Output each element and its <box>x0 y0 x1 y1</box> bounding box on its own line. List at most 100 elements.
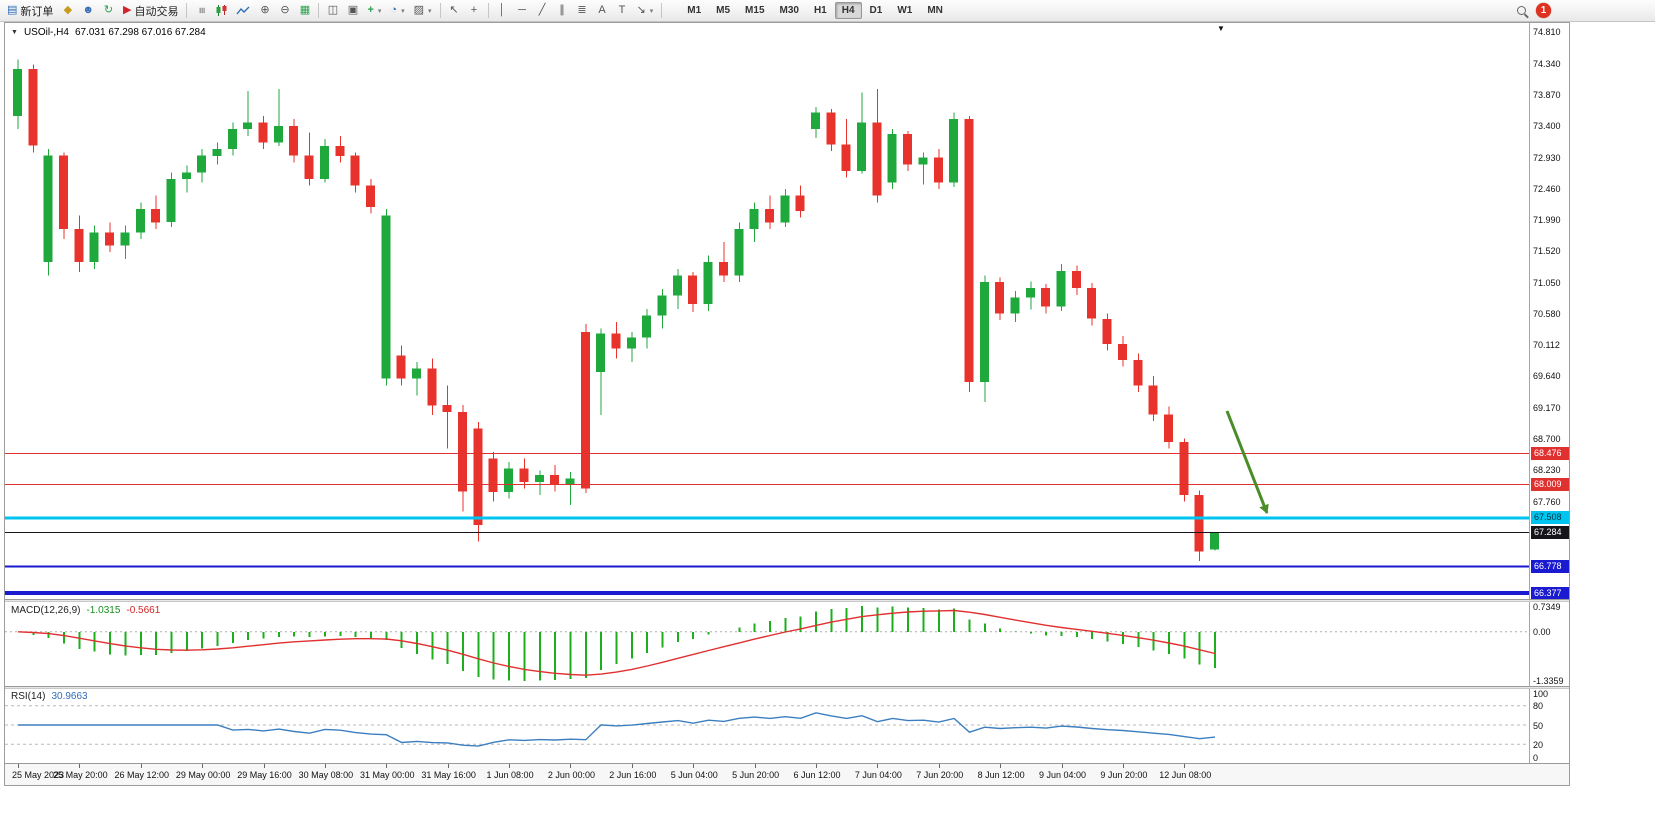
time-axis[interactable]: 25 May 2023 25 May 20:00 26 May 12:00 29 Ma… <box>5 763 1569 785</box>
template-button[interactable]: ▨ ▾ <box>410 2 436 20</box>
price-axis[interactable]: 74.810 74.340 73.870 73.400 72.930 72.460 71.9… <box>1529 23 1569 763</box>
candle-body <box>534 475 544 482</box>
timeframe-button-m5[interactable]: M5 <box>716 5 731 16</box>
grid-button[interactable]: ▦ <box>295 2 314 20</box>
candle-body <box>811 112 820 130</box>
time-label: 1 Jun 08:00 <box>486 770 534 780</box>
bar-chart-button[interactable]: ≡ <box>191 2 210 20</box>
vertical-line-icon: │ <box>498 4 506 16</box>
macd-signal-value: -0.5661 <box>126 605 161 616</box>
price-tick-label: 70.580 <box>1533 308 1561 319</box>
fibonacci-button[interactable]: ≣ <box>573 2 592 20</box>
candle-body <box>1210 532 1219 550</box>
text-button[interactable]: A <box>593 2 612 20</box>
timeframe-button-m30[interactable]: M30 <box>779 5 799 16</box>
auto-trading-button[interactable]: ▶ 自动交易 <box>119 2 182 20</box>
rsi-value: 30.9663 <box>51 691 88 702</box>
text-label-button[interactable]: T <box>613 2 632 20</box>
timeframe-button-m15[interactable]: M15 <box>745 5 765 16</box>
candle-body <box>43 155 53 263</box>
fibonacci-icon: ≣ <box>577 4 587 16</box>
horizontal-line-button[interactable]: ─ <box>513 2 532 20</box>
timeframe-button-h1[interactable]: H1 <box>813 5 827 16</box>
macd-label: MACD(12,26,9) -1.0315 -0.5661 <box>11 605 160 616</box>
candle-body <box>442 405 452 412</box>
candle-body <box>949 119 959 183</box>
main-toolbar: ▤ 新订单 ◆ ☻ ↻ ▶ 自动交易 ≡ ⊕ ⊖ ▦ ◫ ▣ + ▾ ◔ ▾ ▨ ▾ … <box>0 0 1655 22</box>
chevron-down-icon: ▾ <box>377 7 382 15</box>
channel-button[interactable]: ∥ <box>553 2 572 20</box>
time-label: 25 May 20:00 <box>53 770 108 780</box>
candle-body <box>688 275 698 305</box>
candlestick-chart-button[interactable] <box>211 2 231 20</box>
price-tick-label: 73.400 <box>1533 121 1561 132</box>
time-tick <box>202 764 204 768</box>
price-tick-label: 72.930 <box>1533 152 1561 163</box>
timeframe-button-w1[interactable]: W1 <box>897 5 913 16</box>
tile-windows-button[interactable]: ◫ <box>323 2 342 20</box>
timeframe-button-m1[interactable]: M1 <box>687 5 702 16</box>
time-tick <box>693 764 695 768</box>
rsi-name: RSI(14) <box>11 691 46 702</box>
zoom-in-icon: ⊕ <box>260 4 270 16</box>
zoom-out-button[interactable]: ⊖ <box>275 2 294 20</box>
market-watch-button[interactable]: ◆ <box>58 2 77 20</box>
candlestick-icon <box>216 5 227 16</box>
rsi-axis-label: 0 <box>1533 752 1539 763</box>
candle-body <box>59 155 68 229</box>
timeframe-button-mn[interactable]: MN <box>927 5 943 16</box>
rsi-panel-plot[interactable] <box>5 689 1529 763</box>
zoom-in-button[interactable]: ⊕ <box>255 2 274 20</box>
candle-body <box>166 179 176 223</box>
arrows-button[interactable]: ↘ ▾ <box>633 2 658 20</box>
new-order-button[interactable]: ▤ 新订单 <box>3 2 57 20</box>
candle-body <box>826 112 836 145</box>
price-tick-label: 70.112 <box>1533 340 1560 351</box>
vertical-line-button[interactable]: │ <box>493 2 512 20</box>
timeframe-group: M1 M5 M15 M30 H1 H4 D1 W1 MN <box>680 2 950 19</box>
price-tick-label: 74.810 <box>1533 27 1561 38</box>
time-label: 31 May 00:00 <box>360 770 415 780</box>
trendline-button[interactable]: ╱ <box>533 2 552 20</box>
shift-marker-icon[interactable]: ▼ <box>1217 24 1225 33</box>
chevron-down-icon: ▾ <box>427 7 432 15</box>
auto-trading-label: 自动交易 <box>134 5 179 18</box>
panel-divider[interactable] <box>5 599 1569 602</box>
time-tick <box>1000 764 1002 768</box>
time-label: 8 Jun 12:00 <box>977 770 1025 780</box>
crosshair-button[interactable]: + <box>465 2 484 20</box>
period-button[interactable]: ◔ ▾ <box>386 2 408 20</box>
refresh-button[interactable]: ↻ <box>99 2 118 20</box>
main-chart-plot[interactable] <box>5 23 1529 599</box>
tile-windows-icon: ◫ <box>327 4 339 16</box>
price-tag: 67.284 <box>1531 526 1569 540</box>
candle-body <box>1117 344 1127 360</box>
cursor-button[interactable]: ↖ <box>445 2 464 20</box>
candle-body <box>28 69 38 146</box>
search-button[interactable] <box>1512 2 1531 20</box>
notification-badge[interactable]: 1 <box>1536 3 1551 18</box>
time-label: 2 Jun 00:00 <box>547 770 595 780</box>
grid-icon: ▦ <box>299 4 311 16</box>
time-tick <box>631 764 633 768</box>
cursor-icon: ↖ <box>449 4 459 16</box>
collapse-triangle-icon[interactable]: ▼ <box>11 29 18 36</box>
macd-panel-plot[interactable] <box>5 602 1529 686</box>
price-tick-label: 74.340 <box>1533 58 1561 69</box>
price-tick-label: 73.870 <box>1533 90 1561 101</box>
bar-chart-icon: ≡ <box>195 7 208 14</box>
timeframe-button-d1[interactable]: D1 <box>869 5 883 16</box>
accounts-button[interactable]: ☻ <box>78 2 98 20</box>
cascade-windows-button[interactable]: ▣ <box>343 2 362 20</box>
new-chart-button[interactable]: + ▾ <box>363 2 385 20</box>
time-label: 9 Jun 04:00 <box>1038 770 1087 780</box>
arrow-annotation[interactable] <box>1225 410 1269 514</box>
candle-body <box>565 478 575 486</box>
panel-divider[interactable] <box>5 686 1569 689</box>
line-chart-button[interactable] <box>232 2 254 20</box>
time-label: 25 May 2023 <box>11 770 65 780</box>
candle-body <box>933 157 943 183</box>
rsi-line <box>18 712 1216 747</box>
timeframe-button-h4[interactable]: H4 <box>834 2 862 19</box>
time-tick <box>79 764 81 768</box>
